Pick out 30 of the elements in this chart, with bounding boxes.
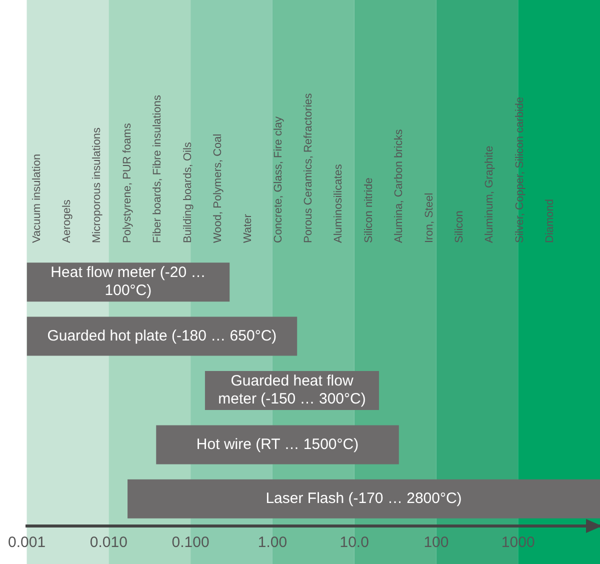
text: Diamond [544,198,556,243]
text: Concrete, Glass, Fire clay [272,116,284,243]
y-tick-label: Guarded hot plate (-180 … 650°C) [47,327,277,344]
text: Iron, Steel [423,192,436,243]
x-tick-label: 0.010 [90,534,128,552]
text: Vacuum insulation [30,154,43,243]
text: Aluminosilicates [332,164,345,243]
x-tick-label: 100 [424,534,449,552]
x-tick-label: 10.0 [340,534,369,552]
text: Wood, Polymers, Coal [212,134,224,243]
text: Silicon nitride [362,178,375,243]
text: Microporous insulations [91,126,104,243]
text: Aluminum, Graphite [484,146,496,243]
text: Aerogels [60,199,73,243]
y-tick-label: Guarded heat flow meter (-150 … 300°C) [218,372,366,408]
x-tick-label: 0.001 [8,534,46,552]
text: Silver, Copper, Silicon carbide [514,96,526,243]
x-tick-label: 1.00 [258,534,288,552]
y-tick-label: Hot wire (RT … 1500°C) [196,436,359,453]
y-tick-label: Heat flow meter (-20 … 100°C) [50,264,206,300]
y-tick-label: Laser Flash (-170 … 2800°C) [266,490,462,508]
text: Water [242,214,254,243]
x-tick-label: 1000 [501,534,535,552]
text: Fiber boards, Fibre insulations [152,94,164,243]
text: Porous Ceramics, Refractories [302,92,315,243]
text: Polystyrene, PUR foams [121,122,134,243]
text: Silicon [453,210,466,243]
text: Building boards, Oils [182,142,194,243]
text: Alumina, Carbon bricks [393,128,406,243]
x-tick-label: 0.100 [172,534,210,552]
